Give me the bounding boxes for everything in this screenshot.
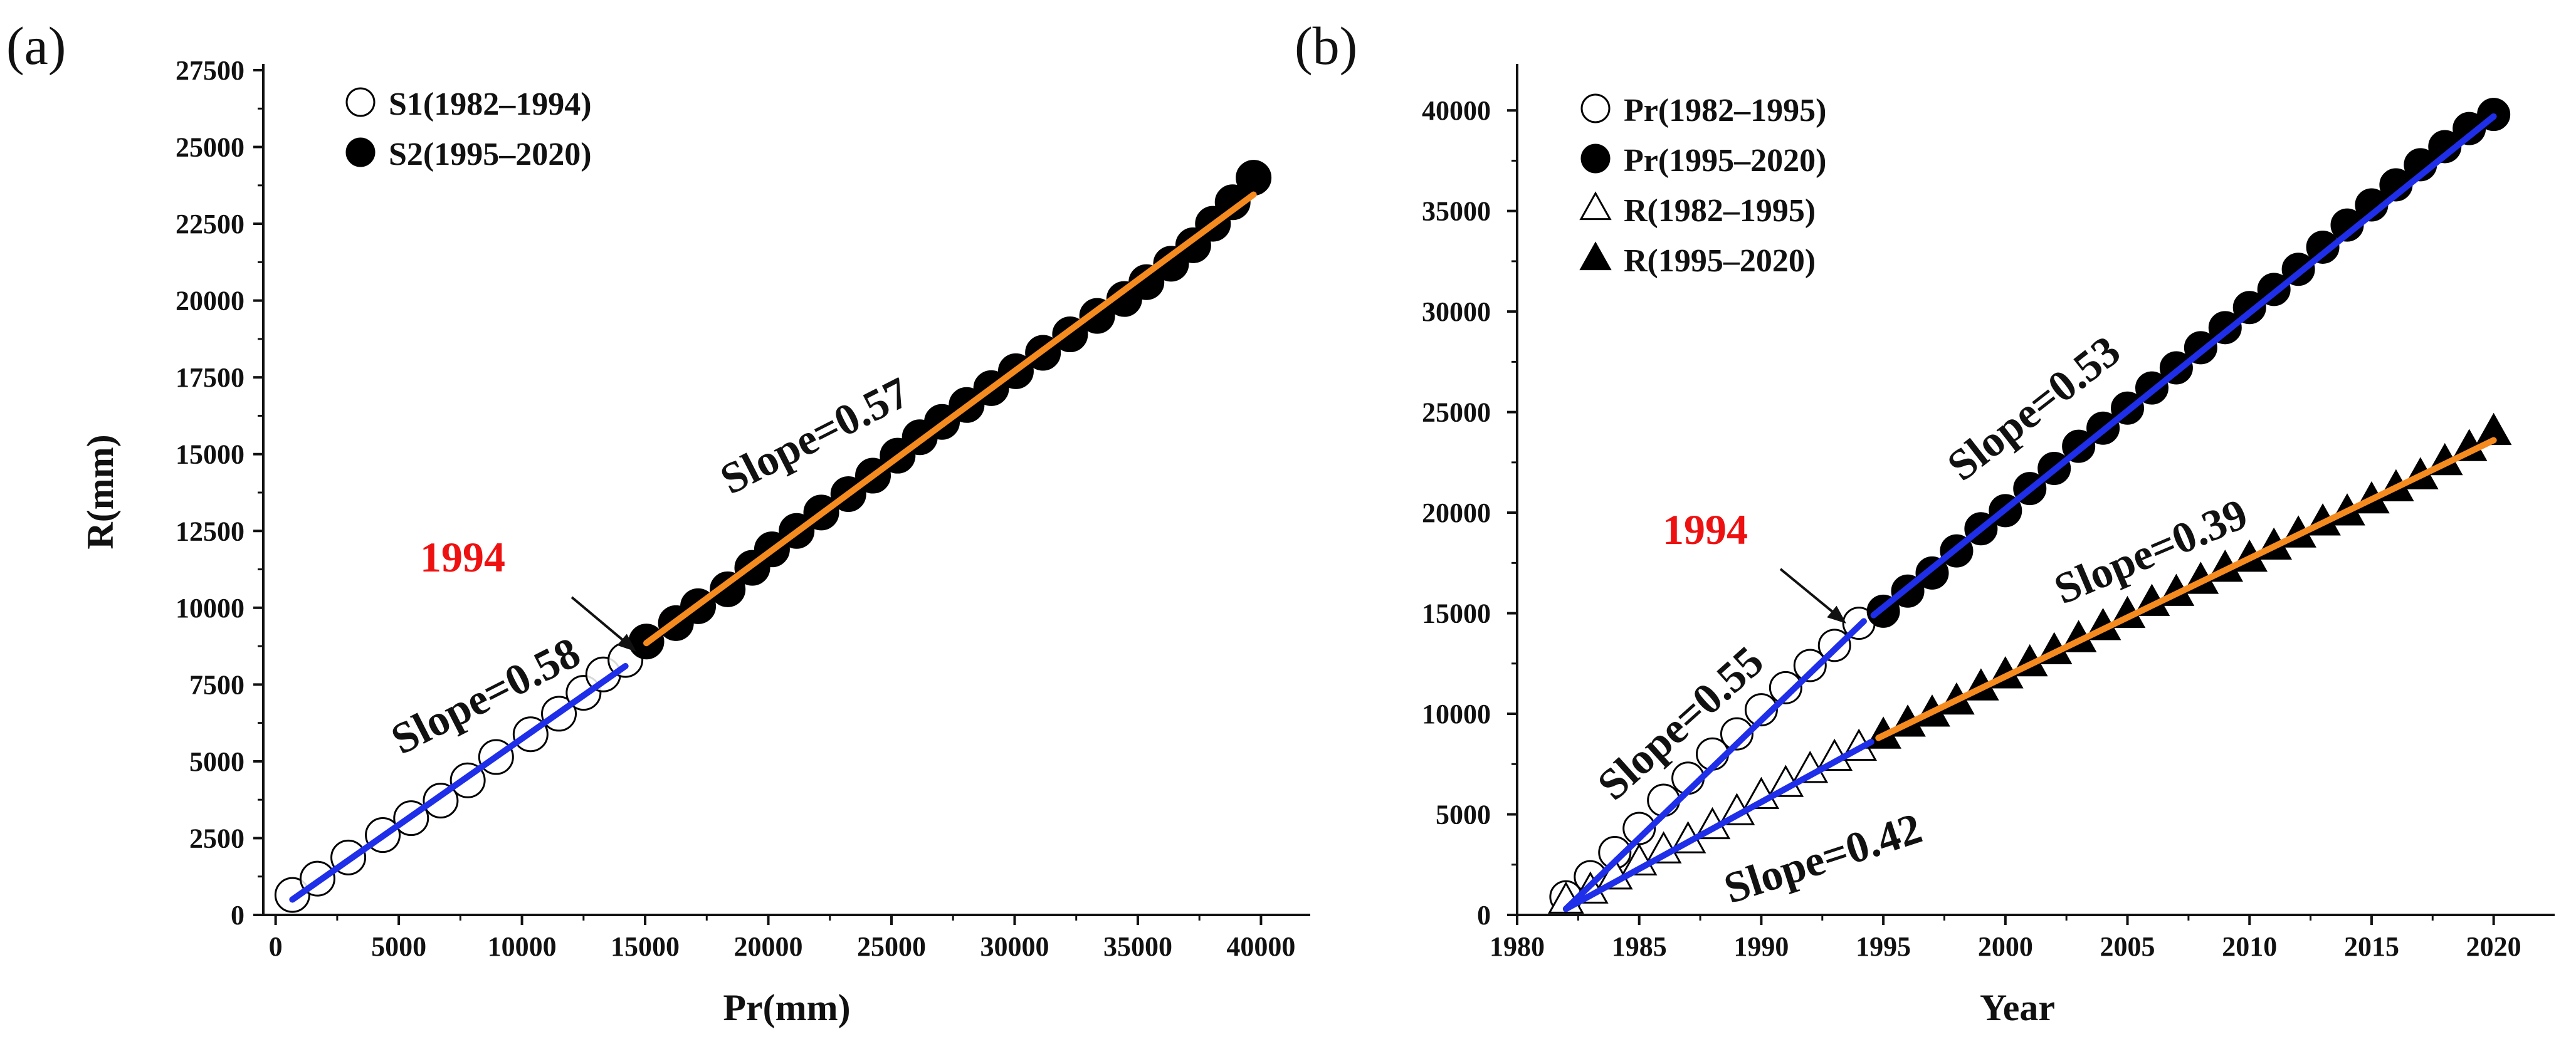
y-tick-label: 17500 [176,362,244,393]
panel-b: 0 5000 10000 15000 20000 25000 30000 35000 40000… [1295,16,2555,1028]
y-tick-label: 15000 [1422,598,1491,629]
x-tick-label: 5000 [371,931,426,962]
legend-label: Pr(1995–2020) [1624,143,1826,179]
year-annotation: 1994 [1663,506,1748,553]
year-annotation: 1994 [420,533,505,581]
fit-line [1562,618,1867,912]
x-axis-label: Pr(mm) [723,987,850,1028]
x-tick-label: 1990 [1733,931,1789,962]
x-tick-label: 10000 [488,931,557,962]
x-axis-label: Year [1980,987,2055,1028]
legend-label: R(1995–2020) [1624,243,1816,279]
data-point [1128,264,1165,300]
y-tick-label: 7500 [189,669,244,700]
x-tick-label: 2010 [2222,931,2277,962]
y-tick-label: 20000 [176,286,244,316]
legend-marker [1580,93,1611,123]
data-point [710,571,746,607]
fit-line [1562,738,1874,912]
x-tick-label: 0 [269,931,283,962]
y-tick-label: 25000 [176,132,244,163]
data-point [1769,671,1802,704]
x-tick-label: 1985 [1612,931,1667,962]
legend-marker [345,87,376,117]
data-point [2475,412,2512,446]
legend-marker [1579,191,1612,221]
x-tick-label: 2000 [1978,931,2033,962]
data-point [2306,230,2340,264]
data-point [274,877,310,913]
fit-line [1875,437,2497,741]
y-tick-label: 40000 [1422,95,1491,126]
x-tick-label: 25000 [857,931,926,962]
data-point [1720,717,1753,751]
y-tick-label: 5000 [1436,800,1491,830]
y-tick-label: 20000 [1422,498,1491,528]
x-tick-label: 15000 [611,931,680,962]
fit-line [643,191,1257,647]
x-tick-label: 40000 [1226,931,1295,962]
legend-label: Pr(1982–1995) [1624,93,1826,128]
y-tick-label: 10000 [1422,699,1491,729]
x-tick-label: 1980 [1490,931,1545,962]
panel-label: (a) [6,16,66,76]
y-tick-label: 35000 [1422,196,1491,227]
x-tick-label: 2015 [2344,931,2399,962]
legend-label: S1(1982–1994) [389,86,592,122]
x-tick-label: 2020 [2466,931,2521,962]
y-tick-label: 27500 [176,55,244,86]
data-point [1236,160,1272,196]
y-tick-label: 25000 [1422,397,1491,428]
data-point [1793,649,1827,682]
arrow-head [1827,605,1846,624]
legend-label: R(1982–1995) [1624,193,1816,229]
x-tick-label: 35000 [1103,931,1172,962]
slope-annotation: Slope=0.53 [1938,326,2129,490]
data-point [1214,184,1251,221]
y-tick-label: 10000 [176,593,244,624]
y-tick-label: 12500 [176,516,244,546]
legend-marker [1579,241,1612,271]
legend-marker [1580,144,1611,174]
data-point [1744,693,1778,727]
panel-label: (b) [1295,16,1357,76]
y-tick-label: 0 [231,900,244,931]
arrow-head [617,634,636,652]
y-tick-label: 2500 [189,823,244,854]
y-tick-label: 0 [1477,900,1491,931]
y-tick-label: 22500 [176,209,244,239]
y-tick-label: 15000 [176,439,244,470]
x-tick-label: 2005 [2100,931,2155,962]
y-tick-label: 30000 [1422,296,1491,327]
x-tick-label: 30000 [980,931,1049,962]
legend-marker [345,137,376,167]
arrow-line [1779,568,1841,619]
panel-a: 0 2500 5000 7500 10000 12500 15000 17500 20000 22… [6,16,1310,1028]
fit-line [1870,113,2497,619]
y-tick-label: 5000 [189,746,244,777]
arrow-line [570,596,631,647]
x-tick-label: 20000 [734,931,803,962]
fit-line [289,662,629,903]
y-axis-label: R(mm) [80,434,121,549]
x-tick-label: 1995 [1856,931,1911,962]
legend-label: S2(1995–2020) [389,137,592,172]
